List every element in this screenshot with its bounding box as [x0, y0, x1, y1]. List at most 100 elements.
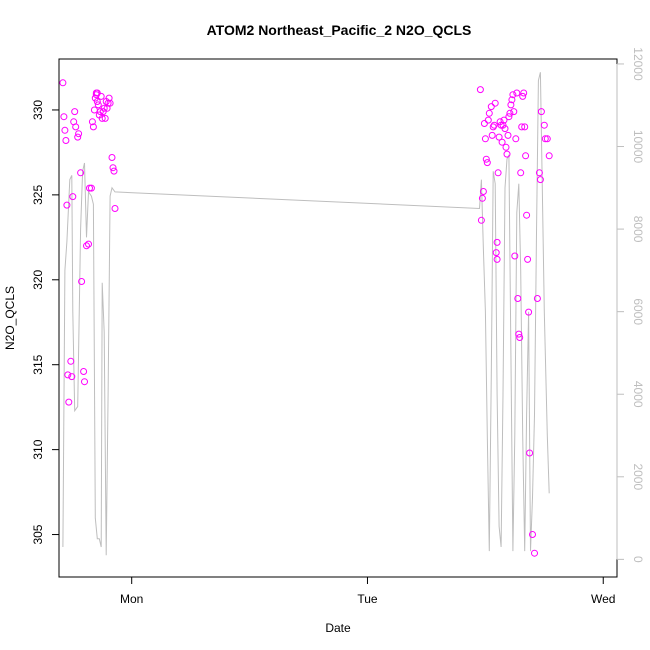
data-point: [62, 137, 70, 144]
data-point: [502, 143, 510, 151]
data-point: [100, 104, 108, 112]
data-point: [98, 114, 106, 122]
x-axis: Mon Tue Wed: [120, 576, 615, 606]
data-point: [480, 120, 488, 127]
data-point: [523, 211, 531, 219]
y-tick-label: 310: [31, 439, 45, 459]
y2-tick-label: 0: [631, 556, 645, 563]
data-point: [517, 169, 525, 177]
data-point: [533, 295, 541, 302]
x-axis-label: Date: [325, 621, 351, 635]
data-point: [101, 114, 109, 122]
data-point: [85, 240, 92, 248]
y-tick-label: 330: [31, 100, 45, 120]
data-point: [507, 101, 515, 109]
data-point: [522, 152, 530, 160]
data-point: [479, 188, 487, 195]
data-point: [94, 101, 102, 109]
data-point: [484, 116, 492, 124]
data-point: [110, 167, 118, 175]
data-point: [487, 103, 495, 111]
x-tick-label: Wed: [591, 592, 615, 606]
data-point: [500, 116, 508, 124]
data-point: [537, 108, 545, 116]
data-point: [512, 135, 520, 143]
series-line: [62, 72, 550, 556]
data-point: [511, 252, 519, 260]
data-point: [518, 123, 526, 131]
data-point: [498, 138, 506, 146]
data-point: [111, 205, 119, 212]
data-point: [61, 126, 69, 134]
data-point: [483, 159, 491, 167]
data-point: [481, 135, 489, 143]
data-point: [64, 371, 72, 379]
y2-tick-label: 4000: [631, 381, 645, 408]
data-point: [71, 108, 79, 116]
x-tick-label: Tue: [357, 592, 378, 606]
data-point: [519, 92, 527, 100]
data-point: [74, 133, 82, 141]
data-point: [525, 308, 533, 316]
data-point: [508, 96, 516, 104]
data-point: [495, 133, 503, 141]
data-point: [501, 125, 509, 133]
data-point: [509, 91, 517, 99]
y-axis-left: 305 310 315 320 325 330: [31, 100, 60, 545]
plot-frame: [58, 58, 618, 578]
y2-tick-label: 10000: [631, 130, 645, 164]
data-point: [499, 121, 507, 129]
y-axis-label: N2O_QCLS: [3, 286, 17, 350]
data-point: [78, 278, 86, 285]
x-tick-label: Mon: [120, 592, 143, 606]
data-point: [87, 184, 95, 192]
data-point: [105, 94, 113, 102]
data-point: [88, 118, 96, 126]
data-point: [490, 121, 498, 129]
data-point: [97, 92, 105, 100]
data-point: [513, 89, 521, 97]
data-point: [515, 330, 523, 338]
data-point: [520, 89, 528, 97]
data-point: [77, 169, 85, 177]
y2-tick-label: 8000: [631, 216, 645, 243]
data-point: [63, 201, 71, 209]
data-point: [503, 150, 511, 158]
data-point: [506, 109, 514, 117]
y-tick-label: 320: [31, 269, 45, 289]
data-point: [529, 531, 536, 538]
data-point: [536, 176, 544, 184]
data-point: [504, 131, 512, 139]
data-point: [103, 104, 111, 112]
data-point: [492, 249, 500, 257]
data-point: [531, 549, 538, 557]
data-point: [65, 398, 73, 406]
data-point: [505, 113, 513, 121]
data-point: [476, 86, 484, 94]
data-point: [493, 255, 501, 263]
y-tick-label: 315: [31, 354, 45, 374]
data-point: [59, 79, 67, 87]
data-point: [543, 135, 551, 143]
data-point: [108, 154, 116, 161]
y-axis-right: 0 2000 4000 6000 8000 10000 12000: [616, 47, 645, 563]
data-point: [93, 89, 101, 97]
data-point: [540, 121, 548, 129]
data-point: [75, 130, 83, 138]
data-point: [516, 334, 524, 341]
data-point: [494, 169, 502, 177]
data-point: [80, 368, 88, 375]
data-point: [545, 152, 553, 160]
y-tick-label: 325: [31, 185, 45, 205]
data-point: [521, 123, 529, 131]
data-point: [67, 357, 75, 365]
point-series: [59, 79, 553, 557]
data-point: [69, 193, 77, 201]
data-point: [478, 194, 486, 202]
data-point: [86, 184, 93, 192]
data-point: [106, 99, 114, 107]
y-tick-label: 305: [31, 524, 45, 544]
y2-tick-label: 2000: [631, 463, 645, 490]
data-point: [493, 238, 501, 246]
